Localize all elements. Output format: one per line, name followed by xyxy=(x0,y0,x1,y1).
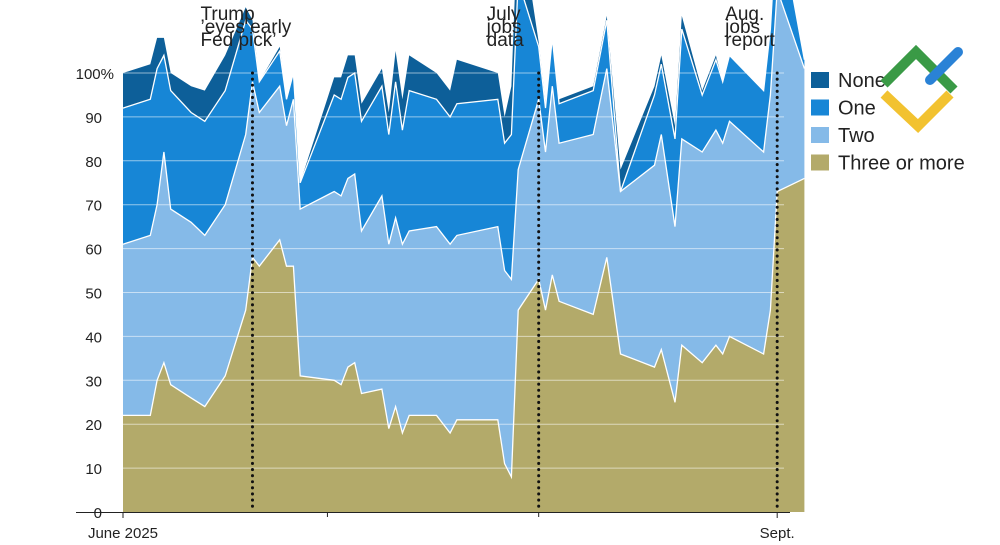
legend-label: None xyxy=(838,70,886,92)
area-none xyxy=(123,0,805,192)
series-boundary xyxy=(123,177,805,480)
annotation-label: Aug. jobs report xyxy=(724,4,775,51)
y-tick-label: 50 xyxy=(85,286,102,303)
y-tick-label: 90 xyxy=(85,110,102,127)
annotation-line-text: Aug. xyxy=(725,4,764,25)
annotation-line-text: ’eyes early xyxy=(200,17,291,38)
annotation-label: July jobs data xyxy=(486,4,524,51)
annotation-line-text: July xyxy=(487,4,521,25)
series-areas xyxy=(123,0,805,512)
y-tick-label: 40 xyxy=(85,329,102,346)
area-two xyxy=(123,0,805,477)
y-axis-labels: 0 10 20 30 40 50 60 70 80 90 100% xyxy=(76,66,114,522)
brand-logo xyxy=(880,44,963,133)
logo-green-stroke xyxy=(880,44,958,94)
x-axis: June 2025 Sept. xyxy=(76,512,795,542)
x-tick-label: Sept. xyxy=(760,525,795,542)
annotation-line-text: Fed pick’ xyxy=(200,30,276,51)
y-tick-label: 100% xyxy=(76,66,114,83)
logo-blue-stroke xyxy=(925,47,963,85)
y-tick-label: 60 xyxy=(85,242,102,259)
legend-label: Two xyxy=(838,125,875,147)
y-tick-label: 0 xyxy=(94,505,102,522)
annotation-line-text: jobs xyxy=(486,17,522,38)
annotation-line-text: report xyxy=(725,30,775,51)
y-tick-label: 80 xyxy=(85,154,102,171)
series-boundary xyxy=(122,0,806,282)
legend-swatch xyxy=(811,127,829,143)
x-tick-label: June 2025 xyxy=(88,525,158,542)
legend-swatch xyxy=(811,99,829,116)
y-tick-label: 20 xyxy=(85,417,102,434)
logo-yellow-stroke xyxy=(880,90,954,133)
y-tick-label: 30 xyxy=(85,373,102,390)
annotation-line-text: data xyxy=(487,30,524,51)
legend-label: One xyxy=(838,98,876,120)
annotation-label: Trump’eyes early Fed pick’ xyxy=(200,4,291,51)
legend: None One Two Three or more xyxy=(811,70,965,175)
annotation-line-text: Trump xyxy=(200,4,254,25)
legend-swatch xyxy=(811,72,829,88)
gridlines xyxy=(123,72,784,469)
annotations: Trump’eyes early Fed pick’July jobs dataAug… xyxy=(200,4,779,514)
series-boundary xyxy=(122,0,806,192)
y-tick-label: 70 xyxy=(85,198,102,215)
area-one xyxy=(123,0,805,280)
y-tick-label: 10 xyxy=(85,461,102,478)
series-boundaries xyxy=(122,0,806,480)
annotation-line-text: jobs xyxy=(724,17,760,38)
legend-label: Three or more xyxy=(838,153,965,175)
legend-swatch xyxy=(811,154,829,171)
area-three-or-more xyxy=(123,178,805,512)
